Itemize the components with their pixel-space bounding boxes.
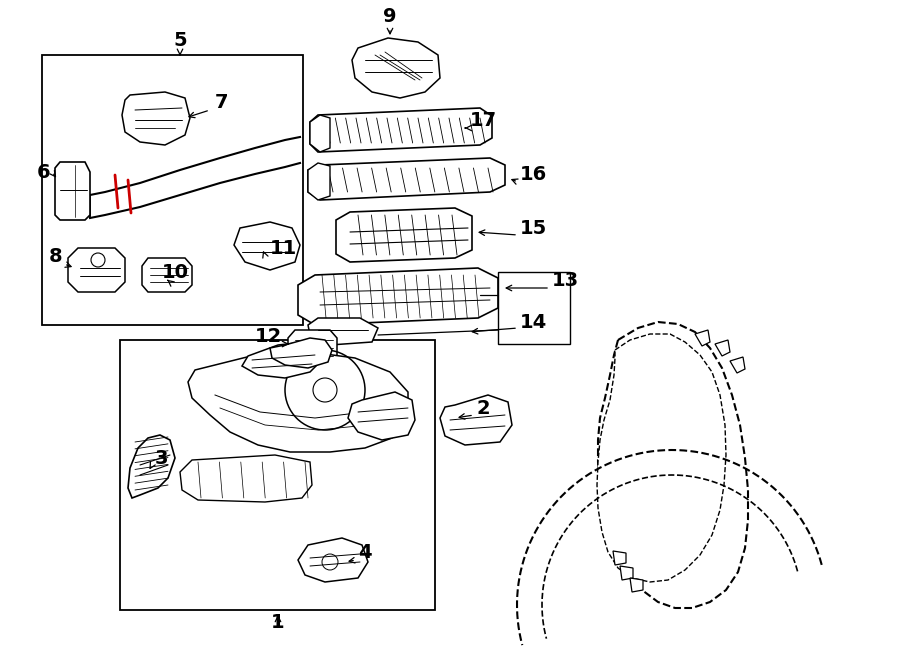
Text: 14: 14 bbox=[520, 313, 547, 332]
Polygon shape bbox=[630, 578, 643, 592]
Text: 5: 5 bbox=[173, 30, 187, 50]
Polygon shape bbox=[613, 551, 626, 565]
Polygon shape bbox=[308, 318, 378, 345]
Text: 15: 15 bbox=[520, 219, 547, 237]
Polygon shape bbox=[142, 258, 192, 292]
Polygon shape bbox=[298, 268, 498, 325]
Polygon shape bbox=[598, 322, 748, 608]
Text: 13: 13 bbox=[552, 270, 579, 290]
Polygon shape bbox=[620, 566, 633, 580]
Polygon shape bbox=[715, 340, 730, 356]
Text: 11: 11 bbox=[270, 239, 297, 258]
Polygon shape bbox=[308, 158, 505, 200]
Text: 3: 3 bbox=[155, 449, 168, 467]
Polygon shape bbox=[348, 392, 415, 440]
Polygon shape bbox=[310, 115, 330, 152]
Text: 1: 1 bbox=[271, 613, 284, 631]
Polygon shape bbox=[308, 163, 330, 200]
Polygon shape bbox=[128, 435, 175, 498]
Bar bbox=[498, 272, 570, 344]
Text: 6: 6 bbox=[36, 163, 50, 182]
Polygon shape bbox=[336, 208, 472, 262]
Text: 17: 17 bbox=[470, 110, 497, 130]
Polygon shape bbox=[68, 248, 125, 292]
Polygon shape bbox=[440, 395, 512, 445]
Polygon shape bbox=[234, 222, 300, 270]
Text: 12: 12 bbox=[255, 327, 282, 346]
Bar bbox=[42, 55, 303, 325]
Polygon shape bbox=[298, 538, 368, 582]
Text: 7: 7 bbox=[215, 93, 229, 112]
Polygon shape bbox=[242, 342, 320, 378]
Polygon shape bbox=[122, 92, 190, 145]
Polygon shape bbox=[597, 334, 726, 582]
Polygon shape bbox=[288, 330, 337, 362]
Polygon shape bbox=[55, 162, 90, 220]
Polygon shape bbox=[310, 108, 492, 152]
Polygon shape bbox=[180, 455, 312, 502]
Bar bbox=[120, 340, 435, 610]
Text: 10: 10 bbox=[161, 262, 188, 282]
Polygon shape bbox=[730, 357, 745, 373]
Text: 8: 8 bbox=[49, 247, 62, 266]
Text: 2: 2 bbox=[476, 399, 490, 418]
Polygon shape bbox=[352, 38, 440, 98]
Polygon shape bbox=[270, 338, 332, 368]
Text: 4: 4 bbox=[358, 543, 372, 561]
Polygon shape bbox=[695, 330, 710, 346]
Text: 16: 16 bbox=[520, 165, 547, 184]
Polygon shape bbox=[188, 352, 408, 452]
Text: 9: 9 bbox=[383, 7, 397, 26]
